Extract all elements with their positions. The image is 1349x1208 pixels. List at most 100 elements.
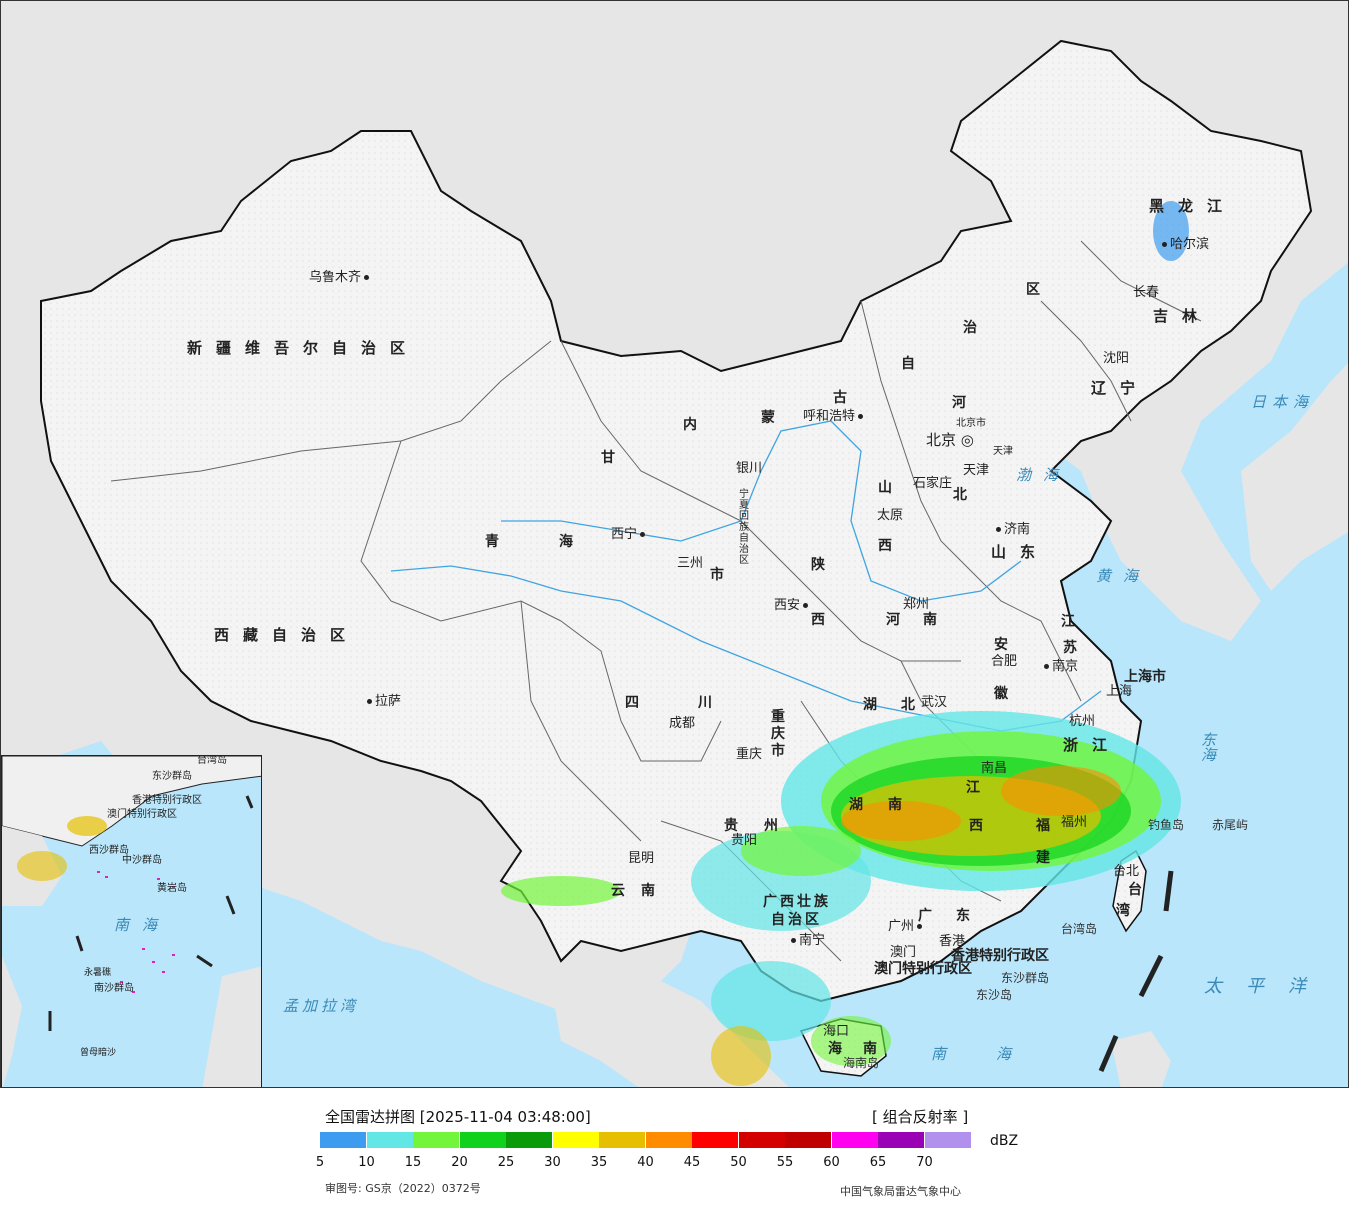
province-hebei-bei: 北	[953, 487, 967, 503]
agency-name: 中国气象局雷达气象中心	[840, 1185, 961, 1198]
city-taibei: 台北	[1113, 864, 1140, 879]
city-tianjin: 天津	[963, 463, 990, 478]
inset-mo: 澳门特别行政区	[107, 809, 177, 820]
legend-swatch-8	[692, 1132, 738, 1148]
inset-nanhai-a: 南	[114, 916, 142, 934]
inset-nansha: 南沙群岛	[94, 983, 134, 994]
city-changchun: 长春	[1133, 285, 1160, 300]
legend-tick-65: 65	[869, 1155, 887, 1170]
legend-tick-35: 35	[590, 1155, 608, 1170]
map-canvas	[1, 1, 1348, 1087]
sea-huanghai: 黄海	[1096, 567, 1151, 585]
inset-south-china-sea: 东沙群岛 香港特别行政区 澳门特别行政区 西沙群岛 中沙群岛 黄岩岛 南 海 永…	[1, 755, 262, 1087]
city-urumqi: 乌鲁木齐	[309, 271, 372, 284]
province-shanghai-shi: 上海市	[1124, 669, 1166, 685]
inset-huangyan: 黄岩岛	[157, 883, 187, 894]
province-guangdong-dong: 东	[956, 908, 970, 924]
province-henan-he: 河	[886, 612, 900, 628]
province-jiangsu-su: 苏	[1063, 640, 1077, 656]
province-guizhou-zhou: 州	[764, 818, 778, 834]
inset-zengmu: 曾母暗沙	[80, 1048, 117, 1058]
province-neimeng-meng: 蒙	[761, 410, 775, 426]
province-hunan-hu: 湖	[849, 797, 863, 813]
legend-tick-20: 20	[451, 1155, 468, 1170]
city-zhengzhou: 郑州	[903, 597, 930, 612]
province-yunnan-nan: 南	[641, 883, 655, 899]
inset-dongsha: 东沙群岛	[152, 771, 192, 782]
province-jiangsu-jiang: 江	[1061, 614, 1075, 630]
province-macao-sar: 澳门特别行政区	[874, 961, 972, 977]
province-ningxia: 宁夏回族自治区	[739, 489, 749, 566]
province-fujian-fu: 福	[1036, 818, 1050, 834]
legend-tick-55: 55	[776, 1155, 794, 1170]
province-anhui-hui: 徽	[994, 686, 1008, 702]
province-hainan-hai: 海	[828, 1041, 842, 1057]
legend-swatch-3	[459, 1132, 506, 1148]
province-beijing-shi: 北京市	[956, 418, 986, 429]
province-gansu: 甘	[601, 450, 615, 466]
city-yinchuan: 银川	[736, 461, 763, 476]
province-shandong: 山东	[991, 543, 1050, 561]
inset-hk: 香港特别行政区	[132, 795, 202, 806]
unit-label: dBZ	[990, 1133, 1019, 1149]
legend-tick-40: 40	[637, 1155, 654, 1170]
city-hongkong: 香港	[939, 934, 966, 949]
inset-xisha: 西沙群岛	[89, 845, 129, 856]
legend-tick-10: 10	[358, 1155, 375, 1170]
legend-swatch-1	[366, 1132, 413, 1148]
city-guiyang: 贵阳	[731, 833, 758, 848]
sea-bohai: 渤海	[1016, 466, 1071, 484]
city-nanjing: 南京	[1041, 660, 1078, 673]
province-neimeng-gu: 古	[833, 390, 847, 406]
province-shanxi-xi: 西	[878, 538, 892, 554]
maritime-boundary	[1098, 870, 1174, 1072]
province-guangdong-guang: 广	[918, 908, 932, 924]
province-qinghai-b: 海	[559, 534, 573, 550]
city-lanzhou: 三州	[677, 556, 704, 571]
island-diaoyudao: 钓鱼岛	[1148, 818, 1185, 832]
legend-swatch-0	[320, 1132, 366, 1148]
province-neimeng-nei: 内	[683, 417, 697, 433]
city-guangzhou: 广州	[888, 920, 925, 933]
legend-tick-25: 25	[497, 1155, 515, 1170]
city-lhasa: 拉萨	[364, 695, 401, 708]
legend-tick-70: 70	[916, 1155, 933, 1170]
city-haikou: 海口	[823, 1024, 850, 1039]
legend-tick-30: 30	[544, 1155, 561, 1170]
province-chongqing-shi: 重庆市	[771, 709, 785, 759]
province-xinjiang: 新疆维吾尔自治区	[187, 339, 420, 357]
province-anhui-an: 安	[994, 637, 1008, 653]
province-hubei-bei: 北	[901, 697, 915, 713]
province-guizhou-gui: 贵	[724, 818, 738, 834]
legend-footer: 全国雷达拼图 [2025-11-04 03:48:00] [ 组合反射率 ] d…	[0, 1088, 1349, 1208]
legend-swatch-7	[645, 1132, 692, 1148]
legend-swatch-2	[413, 1132, 459, 1148]
province-hainan-nan: 南	[863, 1041, 877, 1057]
map-title: 全国雷达拼图 [2025-11-04 03:48:00]	[325, 1108, 591, 1126]
province-hubei-hu: 湖	[863, 697, 877, 713]
city-shenyang: 沈阳	[1103, 351, 1130, 366]
city-hohhot: 呼和浩特	[803, 410, 866, 423]
legend-swatch-4	[506, 1132, 552, 1148]
province-taiwan-tai: 台	[1128, 882, 1142, 898]
province-sichuan-si: 四	[625, 695, 639, 711]
legend-swatch-11	[831, 1132, 878, 1148]
city-chengdu: 成都	[669, 716, 696, 731]
city-harbin: 哈尔滨	[1159, 238, 1209, 251]
city-xining: 西宁	[611, 528, 648, 541]
province-jiangxi-xi: 西	[969, 818, 983, 834]
city-jinan: 济南	[993, 523, 1030, 536]
radar-echoes	[501, 201, 1189, 1086]
legend-swatch-6	[599, 1132, 645, 1148]
legend-tick-5: 5	[315, 1155, 325, 1170]
legend-tick-15: 15	[404, 1155, 422, 1170]
city-macao: 澳门	[890, 945, 917, 960]
island-hainan-dao: 海南岛	[843, 1056, 880, 1070]
province-zhejiang: 浙江	[1063, 736, 1122, 754]
city-hefei: 合肥	[991, 654, 1018, 669]
legend-tick-50: 50	[730, 1155, 747, 1170]
province-liaoning: 辽宁	[1091, 379, 1150, 397]
province-neimeng-zi: 自	[901, 356, 915, 372]
radar-map: 乌鲁木齐 拉萨 西宁 三州 银川 呼和浩特 北京 ◎ 天津 石家庄 太原 济南 …	[0, 0, 1349, 1088]
city-chongqing: 重庆	[736, 747, 763, 762]
